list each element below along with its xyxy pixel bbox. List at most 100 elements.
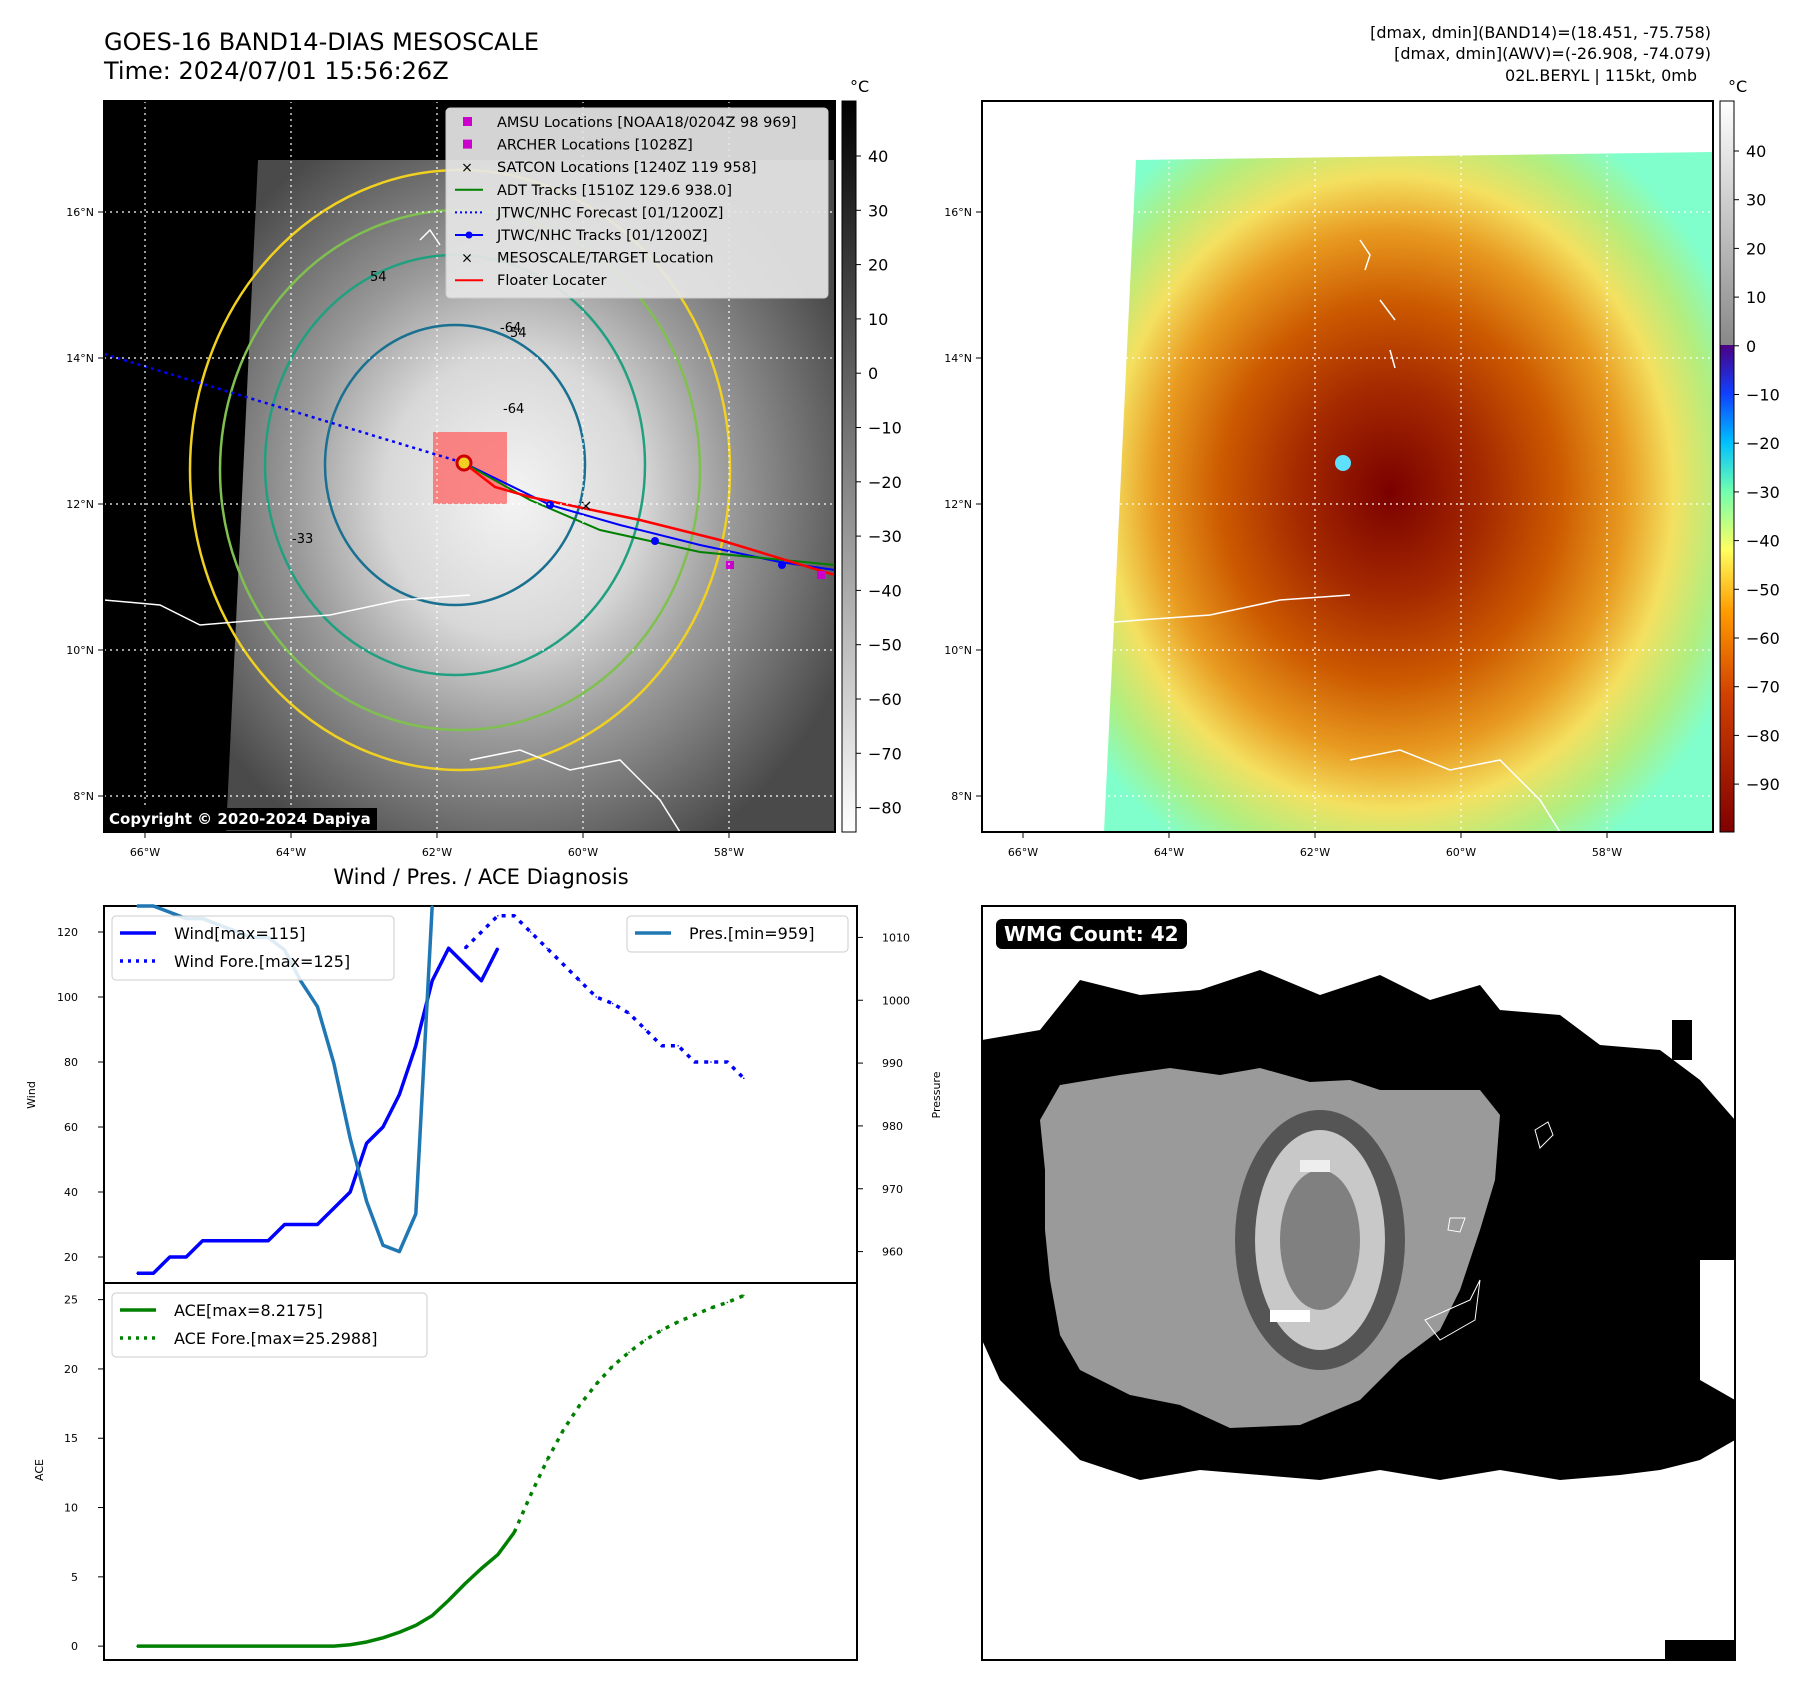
contour-label-5: -33 [292, 532, 313, 547]
awv-colorbar-tick-label: 10 [1746, 288, 1766, 307]
awv-colorbar-tick-label: −40 [1746, 532, 1780, 551]
ace-chart: ACE 0 5 10 15 20 25 ACE[max=8.2175] ACE Fore.… [33, 1282, 858, 1661]
awv-map-panel: 66°W 64°W 62°W 60°W 58°W 16°N 14°N 12°N 10°N 8°N [944, 100, 1714, 859]
ace-forecast-series-point [611, 1365, 614, 1367]
pressure-legend [626, 915, 849, 953]
awv-colorbar-tick-label: −30 [1746, 483, 1780, 502]
wind-series-point [365, 1142, 368, 1145]
ace-series-point [333, 1645, 335, 1647]
ace-ylabel: ACE [33, 1459, 46, 1481]
storm-center [455, 454, 473, 472]
wind-ylabel: Wind [25, 1081, 38, 1109]
legend-entry-label: JTWC/NHC Forecast [01/1200Z] [496, 205, 723, 221]
ir-colorbar-tick-label: −40 [868, 581, 902, 600]
awv-colorbar-tick-label: 20 [1746, 239, 1766, 258]
awv-imagery [1104, 152, 1713, 832]
legend-square-marker-icon [463, 117, 472, 126]
awv-colorbar-tick-label: −80 [1746, 726, 1780, 745]
pressure-series-point [382, 1244, 384, 1247]
ir-lon-tick-label: 58°W [714, 846, 744, 859]
ir-colorbar-tick-label: 40 [868, 147, 888, 166]
ir-lat-tick-label: 12°N [66, 498, 94, 511]
wind-forecast-series-point [611, 1002, 614, 1005]
target-marker: × [579, 496, 592, 515]
info-band14: [dmax, dmin](BAND14)=(18.451, -75.758) [1370, 23, 1711, 42]
ir-colorbar-tick-label: 10 [868, 310, 888, 329]
wind-series-point [152, 1272, 155, 1275]
wind-tick-label: 40 [64, 1186, 78, 1199]
jtwc-point-2 [651, 537, 659, 545]
ir-lat-tick-label: 16°N [66, 206, 94, 219]
awv-lon-tick-label: 66°W [1008, 846, 1038, 859]
wind-series-point [431, 979, 434, 982]
pressure-tick-label: 980 [882, 1120, 903, 1133]
wind-series-point [333, 1207, 335, 1210]
awv-colorbar: °C 40 30 20 10 0 −10 −20 −30 −40 −50 −60 −70 −80 −90 [1719, 77, 1780, 833]
figure-title: GOES-16 BAND14-DIAS MESOSCALE [104, 28, 539, 56]
awv-lat-tick-label: 10°N [944, 644, 972, 657]
wind-series-point [415, 1044, 417, 1047]
awv-lon-tick-label: 62°W [1300, 846, 1330, 859]
wind-forecast-legend-label: Wind Fore.[max=125] [174, 952, 350, 971]
ir-colorbar-tick-label: 30 [868, 201, 888, 220]
wind-forecast-series-point [579, 979, 581, 982]
legend-x-marker-icon: × [461, 160, 473, 176]
ace-series-point [169, 1645, 171, 1647]
wind-forecast-series-point [529, 931, 532, 933]
ir-colorbar-tick-label: −80 [868, 799, 902, 818]
ace-forecast-series-point [628, 1351, 630, 1354]
wind-series-point [251, 1239, 253, 1242]
awv-coastline-south-america [982, 594, 1351, 626]
wmg-coastline-1 [1534, 1121, 1554, 1149]
wind-series-point [218, 1239, 220, 1242]
pressure-series-point [415, 1213, 417, 1215]
wind-forecast-series-point [595, 996, 597, 998]
ace-forecast-series-point [693, 1314, 696, 1316]
contour-label-3: -64 [503, 402, 524, 417]
wind-series-point [136, 1272, 138, 1275]
wind-series-point [447, 947, 450, 950]
floater-track [463, 462, 835, 577]
contour-inner [323, 323, 587, 607]
wind-forecast-series-point [743, 1077, 745, 1080]
contour-label-4: 54 [370, 270, 387, 285]
pressure-series-point [316, 1005, 319, 1008]
ace-series-point [251, 1645, 253, 1647]
pressure-tick-label: 990 [882, 1057, 903, 1070]
ace-series-point [267, 1645, 270, 1647]
ace-series-point [382, 1637, 384, 1639]
awv-colorbar-lower [1720, 345, 1734, 832]
wind-series-point [398, 1093, 401, 1096]
wind-forecast-series-point [644, 1028, 647, 1031]
ace-tick-label: 20 [64, 1363, 78, 1376]
wind-forecast-series-point [661, 1044, 663, 1047]
wmg-edge-patch-bottom [1665, 1640, 1735, 1660]
ace-series-point [415, 1624, 417, 1627]
ir-colorbar-tick-label: −20 [868, 473, 902, 492]
pressure-tick-label: 1010 [882, 931, 910, 944]
wind-forecast-series-line [463, 914, 746, 1080]
wind-forecast-series-point [480, 931, 483, 933]
wind-series-point [201, 1239, 204, 1242]
ace-series-line [137, 1531, 516, 1648]
diagnosis-title: Wind / Pres. / ACE Diagnosis [333, 865, 628, 889]
ace-legend [111, 1292, 428, 1358]
wind-tick-label: 60 [64, 1121, 78, 1134]
ace-series-point [218, 1645, 220, 1647]
pressure-tick-label: 970 [882, 1183, 903, 1196]
amsu-marker [726, 561, 734, 569]
pressure-legend-label: Pres.[min=959] [689, 924, 814, 943]
ace-forecast-series-point [562, 1429, 565, 1431]
ace-forecast-series-point [513, 1531, 515, 1534]
ace-series-point [300, 1645, 302, 1647]
ace-legend-label: ACE[max=8.2175] [174, 1301, 323, 1320]
wind-pressure-chart: Wind / Pres. / ACE Diagnosis Wind Pressu… [25, 865, 943, 1284]
awv-colorbar-tick-label: −60 [1746, 629, 1780, 648]
archer-marker [817, 571, 825, 579]
wmg-count-label: WMG Count: 42 [996, 919, 1187, 949]
awv-colorbar-tick-label: −70 [1746, 678, 1780, 697]
ir-colorbar-unit: °C [850, 77, 869, 96]
ir-coastline-venezuela [469, 749, 681, 832]
legend-entry-label: Floater Locater [497, 273, 606, 289]
ace-tick-label: 10 [64, 1502, 78, 1515]
